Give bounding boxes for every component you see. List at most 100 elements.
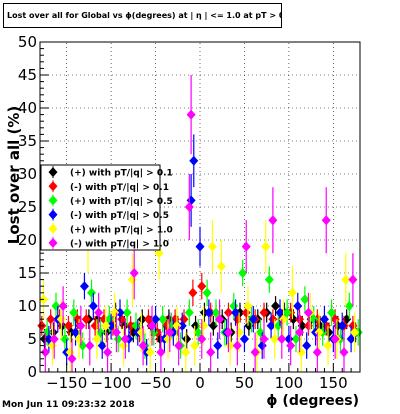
- data-point: [184, 202, 194, 212]
- x-tick-label: −50: [140, 374, 172, 392]
- data-point: [81, 314, 91, 325]
- data-point: [286, 340, 296, 351]
- data-points: [37, 75, 363, 372]
- legend-label: (+) with pT/|q| > 0.5: [70, 197, 173, 207]
- data-point: [182, 334, 192, 344]
- data-point: [129, 268, 139, 278]
- data-point: [350, 327, 360, 338]
- data-point: [151, 314, 161, 325]
- x-tick-label: −150: [46, 374, 87, 392]
- data-point: [341, 274, 351, 285]
- data-point: [323, 340, 333, 351]
- data-point: [348, 274, 358, 285]
- data-point: [241, 241, 251, 252]
- data-point: [266, 320, 276, 331]
- data-point: [101, 320, 111, 331]
- data-point: [94, 307, 104, 318]
- y-tick-label: 45: [18, 66, 37, 84]
- data-point: [177, 320, 187, 331]
- data-point: [174, 340, 184, 351]
- data-point: [239, 334, 249, 344]
- y-tick-label: 10: [18, 297, 37, 315]
- x-tick-label: 100: [275, 374, 304, 392]
- data-point: [143, 314, 153, 325]
- data-point: [111, 327, 121, 338]
- y-tick-label: 20: [18, 231, 37, 249]
- data-point: [287, 287, 297, 298]
- data-point: [264, 274, 274, 285]
- data-point: [122, 307, 132, 318]
- data-point: [300, 294, 310, 305]
- data-point: [243, 301, 253, 311]
- data-point: [231, 307, 241, 318]
- data-point: [85, 340, 95, 351]
- data-point: [204, 307, 214, 318]
- data-point: [268, 215, 278, 226]
- legend-label: (-) with pT/|q| > 1.0: [70, 239, 169, 249]
- data-point: [156, 347, 166, 358]
- data-point: [46, 314, 56, 325]
- data-point: [232, 340, 242, 351]
- axes: 0 5 10 15 20 25 30 35 40 45 50 −150 −100 −50 0 50 100 150: [18, 33, 361, 392]
- y-tick-label: 15: [18, 264, 37, 282]
- data-point: [238, 268, 248, 278]
- data-point: [186, 109, 196, 120]
- data-point: [303, 307, 313, 318]
- data-point: [202, 287, 212, 298]
- data-point: [48, 327, 58, 338]
- timestamp: Mon Jun 11 09:23:32 2018: [2, 400, 135, 410]
- data-point: [275, 307, 285, 318]
- data-point: [189, 155, 199, 166]
- data-point: [271, 301, 281, 311]
- data-point: [248, 314, 258, 325]
- data-point: [250, 347, 260, 358]
- x-tick-label: 0: [195, 374, 205, 392]
- data-point: [106, 320, 116, 331]
- data-point: [158, 314, 168, 325]
- data-point: [346, 334, 356, 344]
- x-axis-label: ϕ (degrees): [266, 393, 359, 409]
- legend-label: (-) with pT/|q| > 0.5: [70, 211, 169, 221]
- data-point: [234, 327, 244, 338]
- data-point: [67, 353, 77, 364]
- data-point: [291, 334, 301, 344]
- data-point: [195, 241, 205, 252]
- x-tick-label: 50: [235, 374, 254, 392]
- data-point: [197, 334, 207, 344]
- data-point: [184, 307, 194, 318]
- data-point: [103, 347, 113, 358]
- data-point: [49, 334, 59, 344]
- data-point: [327, 307, 337, 318]
- data-point: [270, 334, 280, 344]
- data-point: [213, 340, 223, 351]
- data-point: [154, 248, 164, 259]
- plot-title: Lost over all for Global vs ϕ(degrees) a…: [3, 3, 282, 28]
- y-tick-label: 5: [27, 330, 37, 348]
- data-point: [188, 287, 198, 298]
- data-point: [211, 307, 221, 318]
- data-point: [261, 241, 271, 252]
- data-point: [259, 307, 269, 318]
- data-point: [115, 307, 125, 318]
- data-point: [138, 340, 148, 351]
- legend-label: (-) with pT/|q| > 0.1: [70, 183, 169, 193]
- data-point: [339, 347, 349, 358]
- y-tick-label: 40: [18, 99, 37, 117]
- data-point: [79, 281, 89, 292]
- data-point: [165, 327, 175, 338]
- data-point: [215, 314, 225, 325]
- data-point: [337, 320, 347, 331]
- legend-label: (+) with pT/|q| > 0.1: [70, 169, 173, 179]
- y-tick-label: 25: [18, 198, 37, 216]
- legend-box: [40, 164, 161, 251]
- data-point: [97, 340, 107, 351]
- data-point: [88, 301, 98, 311]
- y-tick-label: 50: [18, 33, 37, 51]
- data-point: [296, 347, 306, 358]
- data-point: [321, 215, 331, 226]
- y-axis-label: Lost over all (%): [5, 106, 23, 244]
- legend: (+) with pT/|q| > 0.1 (-) with pT/|q| > 0…: [40, 164, 173, 251]
- data-point: [40, 347, 50, 358]
- y-tick-label: 0: [27, 363, 37, 381]
